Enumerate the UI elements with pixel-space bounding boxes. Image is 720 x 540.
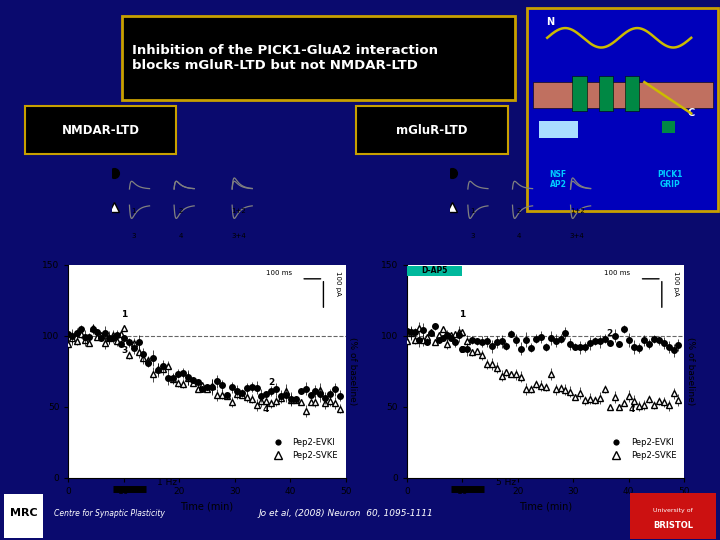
Text: 4: 4 [262,406,269,415]
Text: 3: 3 [470,233,474,239]
Text: 1: 1 [132,208,136,214]
Text: MRC: MRC [10,508,37,518]
Text: 3: 3 [121,346,127,355]
Text: 3+4: 3+4 [570,233,585,239]
Bar [662,122,675,133]
Text: 100 ms: 100 ms [266,269,292,275]
Text: Inhibition of the PICK1-GluA2 interaction
blocks mGluR-LTD but not NMDAR-LTD: Inhibition of the PICK1-GluA2 interactio… [132,44,438,72]
Text: 1+2: 1+2 [570,208,585,214]
Bar [625,76,639,111]
Text: 100 ms: 100 ms [604,269,631,275]
Legend: Pep2-EVKI, Pep2-SVKE: Pep2-EVKI, Pep2-SVKE [604,434,680,463]
Legend: Pep2-EVKI, Pep2-SVKE: Pep2-EVKI, Pep2-SVKE [266,434,341,463]
Text: BRISTOL: BRISTOL [653,521,693,530]
Text: 1+2: 1+2 [231,208,246,214]
FancyBboxPatch shape [122,16,515,100]
Text: 2: 2 [179,208,183,214]
FancyBboxPatch shape [356,106,508,154]
Text: 4: 4 [517,233,521,239]
Y-axis label: (% of baseline): (% of baseline) [686,337,695,406]
Text: 1: 1 [459,310,466,319]
X-axis label: Time (min): Time (min) [519,502,572,511]
Text: NSF
AP2: NSF AP2 [549,170,567,189]
Text: N: N [546,17,554,28]
Text: 1 Hz: 1 Hz [157,478,177,487]
Bar [407,266,462,276]
Text: 5 Hz: 5 Hz [495,478,516,487]
X-axis label: Time (min): Time (min) [181,502,233,511]
Text: 3: 3 [459,346,466,355]
Text: 2: 2 [268,379,274,388]
Bar [572,76,587,111]
Text: 2: 2 [517,208,521,214]
Text: 4: 4 [629,406,635,415]
Bar [630,493,716,538]
Text: 3: 3 [132,233,136,239]
Text: 4: 4 [179,233,183,239]
Text: 1: 1 [121,310,127,319]
Text: NMDAR-LTD: NMDAR-LTD [62,124,140,137]
Text: 2: 2 [606,329,613,338]
Text: D-AP5: D-AP5 [421,266,448,275]
Bar [599,76,613,111]
Bar [533,82,713,108]
Text: Centre for Synaptic Plasticity: Centre for Synaptic Plasticity [54,509,165,518]
Bar [4,494,43,538]
Text: mGluR-LTD: mGluR-LTD [396,124,468,137]
Text: 100 pA: 100 pA [673,271,679,295]
Text: PICK1
GRIP: PICK1 GRIP [657,170,683,189]
Text: Jo et al, (2008) Neuron  60, 1095-1111: Jo et al, (2008) Neuron 60, 1095-1111 [258,509,433,518]
Text: 3+4: 3+4 [231,233,246,239]
Bar [539,122,578,138]
Text: C: C [688,108,695,118]
Text: 100 pA: 100 pA [335,271,341,295]
Text: University of: University of [653,508,693,514]
FancyBboxPatch shape [25,106,176,154]
Text: 1: 1 [470,208,474,214]
FancyBboxPatch shape [527,8,718,211]
Y-axis label: (% of baseline): (% of baseline) [348,337,356,406]
